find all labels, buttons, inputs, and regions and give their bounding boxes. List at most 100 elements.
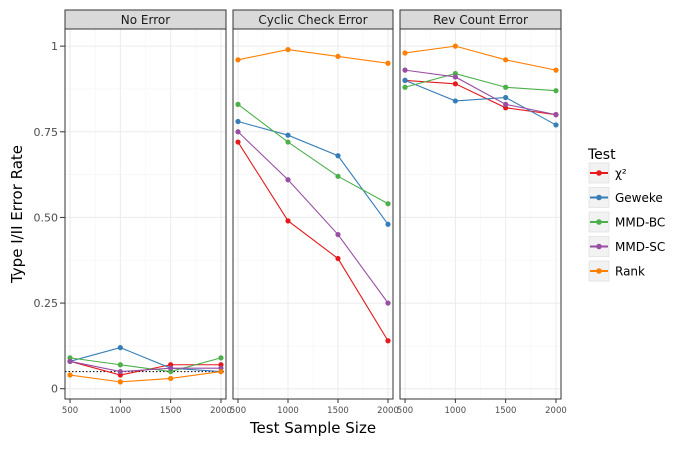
data-point-rank [285,46,291,53]
legend-item-geweke: Geweke [588,187,663,208]
facet-panel-rev-count-error: Rev Count Error 500 1000 1500 2000 [397,9,567,416]
data-point-rank [503,57,509,63]
y-axis-title: Type I/II Error Rate [8,145,26,284]
data-point-mmd-bc [218,355,224,361]
series-line-mmd-sc [404,69,557,116]
data-point-mmd-sc [67,358,73,364]
data-point-rank [402,50,408,56]
legend-key-point [596,268,602,274]
series-line-chi-squared [237,141,389,342]
data-point-mmd-sc [235,129,241,135]
series-line-mmd-bc [404,72,557,92]
x-tick-label: 1500 [327,406,349,416]
data-point-geweke [235,118,241,125]
data-point-chi-squared [235,139,241,145]
y-tick-label: 0 [51,383,58,396]
legend-label: χ² [615,167,627,181]
facet-panel-no-error: No Error 500 1000 1500 2000 [62,9,232,416]
data-point-rank [67,372,73,378]
x-tick-label: 2000 [545,406,567,416]
data-point-mmd-bc [335,173,341,179]
data-point-mmd-sc [117,368,123,375]
series-line-mmd-sc [69,360,221,373]
legend-label: Rank [615,265,645,279]
legend-item-rank: Rank [588,260,645,282]
data-point-mmd-bc [117,362,123,368]
data-point-mmd-bc [285,139,291,145]
facet-panel-cyclic-check-error: Cyclic Check Error 500 1000 1500 2000 [230,9,399,416]
data-point-mmd-sc [168,365,174,371]
data-point-mmd-bc [402,84,408,90]
legend-label: MMD-BC [615,216,665,230]
data-point-rank [168,375,174,382]
legend-key-point [596,170,602,176]
data-point-chi-squared [385,338,391,344]
data-point-geweke [285,132,291,138]
series-line-rank [69,371,222,383]
data-point-rank [385,60,391,66]
facet-title: Cyclic Check Error [258,13,367,27]
series-line-rank [237,48,389,64]
data-point-mmd-sc [402,67,408,73]
data-point-rank [218,368,224,375]
legend-title: Test [587,147,616,163]
legend-key-point [596,219,602,225]
legend-label: Geweke [615,191,663,205]
series-line-geweke [404,79,557,126]
series-line-mmd-bc [237,103,389,205]
y-tick-label: 0.25 [34,297,59,310]
data-point-geweke [503,94,509,101]
legend-label: MMD-SC [615,240,665,254]
legend-item-mmd-sc: MMD-SC [588,236,665,257]
facet-title: Rev Count Error [433,13,528,27]
x-tick-label: 1000 [110,406,132,416]
data-point-rank [553,67,559,73]
x-tick-label: 1500 [495,406,517,416]
legend-item-chi-squared: χ² [588,162,627,184]
panel-border [64,28,227,400]
data-point-chi-squared [335,255,341,262]
data-point-mmd-sc [503,101,509,107]
y-tick-label: 0.50 [34,211,59,224]
data-point-mmd-bc [235,101,241,107]
data-point-geweke [553,122,559,128]
legend: Test χ² Geweke MMD-BC MMD-SC Rank [587,147,665,282]
data-point-geweke [452,98,458,104]
series-line-rank [404,45,557,71]
series-line-mmd-sc [237,131,389,304]
data-point-rank [235,57,241,63]
data-point-mmd-sc [335,231,341,238]
data-point-mmd-sc [553,112,559,118]
x-tick-label: 500 [230,406,246,416]
legend-item-mmd-bc: MMD-BC [588,211,665,233]
data-point-rank [335,53,341,60]
data-point-mmd-bc [385,201,391,207]
data-point-rank [117,379,123,385]
x-tick-label: 500 [397,406,413,416]
data-point-chi-squared [452,81,458,87]
y-tick-label: 1 [51,40,58,53]
x-tick-label: 1000 [445,406,467,416]
series-line-geweke [69,347,222,373]
data-point-mmd-sc [452,74,458,80]
data-point-geweke [335,153,341,159]
x-axis-title: Test Sample Size [249,419,376,437]
legend-key-point [596,243,602,250]
data-point-geweke [402,77,408,83]
x-tick-label: 2000 [377,406,399,416]
y-tick-label: 0.75 [34,126,59,139]
data-point-mmd-bc [553,88,559,94]
legend-key-point [596,194,602,201]
x-tick-label: 1500 [160,406,182,416]
data-point-mmd-sc [285,177,291,183]
data-point-geweke [117,345,123,351]
data-point-mmd-sc [385,300,391,306]
data-point-chi-squared [285,218,291,224]
data-point-mmd-bc [503,84,509,90]
series-line-mmd-bc [69,357,222,373]
x-tick-label: 2000 [210,406,232,416]
x-tick-label: 1000 [277,406,299,416]
facet-title: No Error [121,13,170,27]
